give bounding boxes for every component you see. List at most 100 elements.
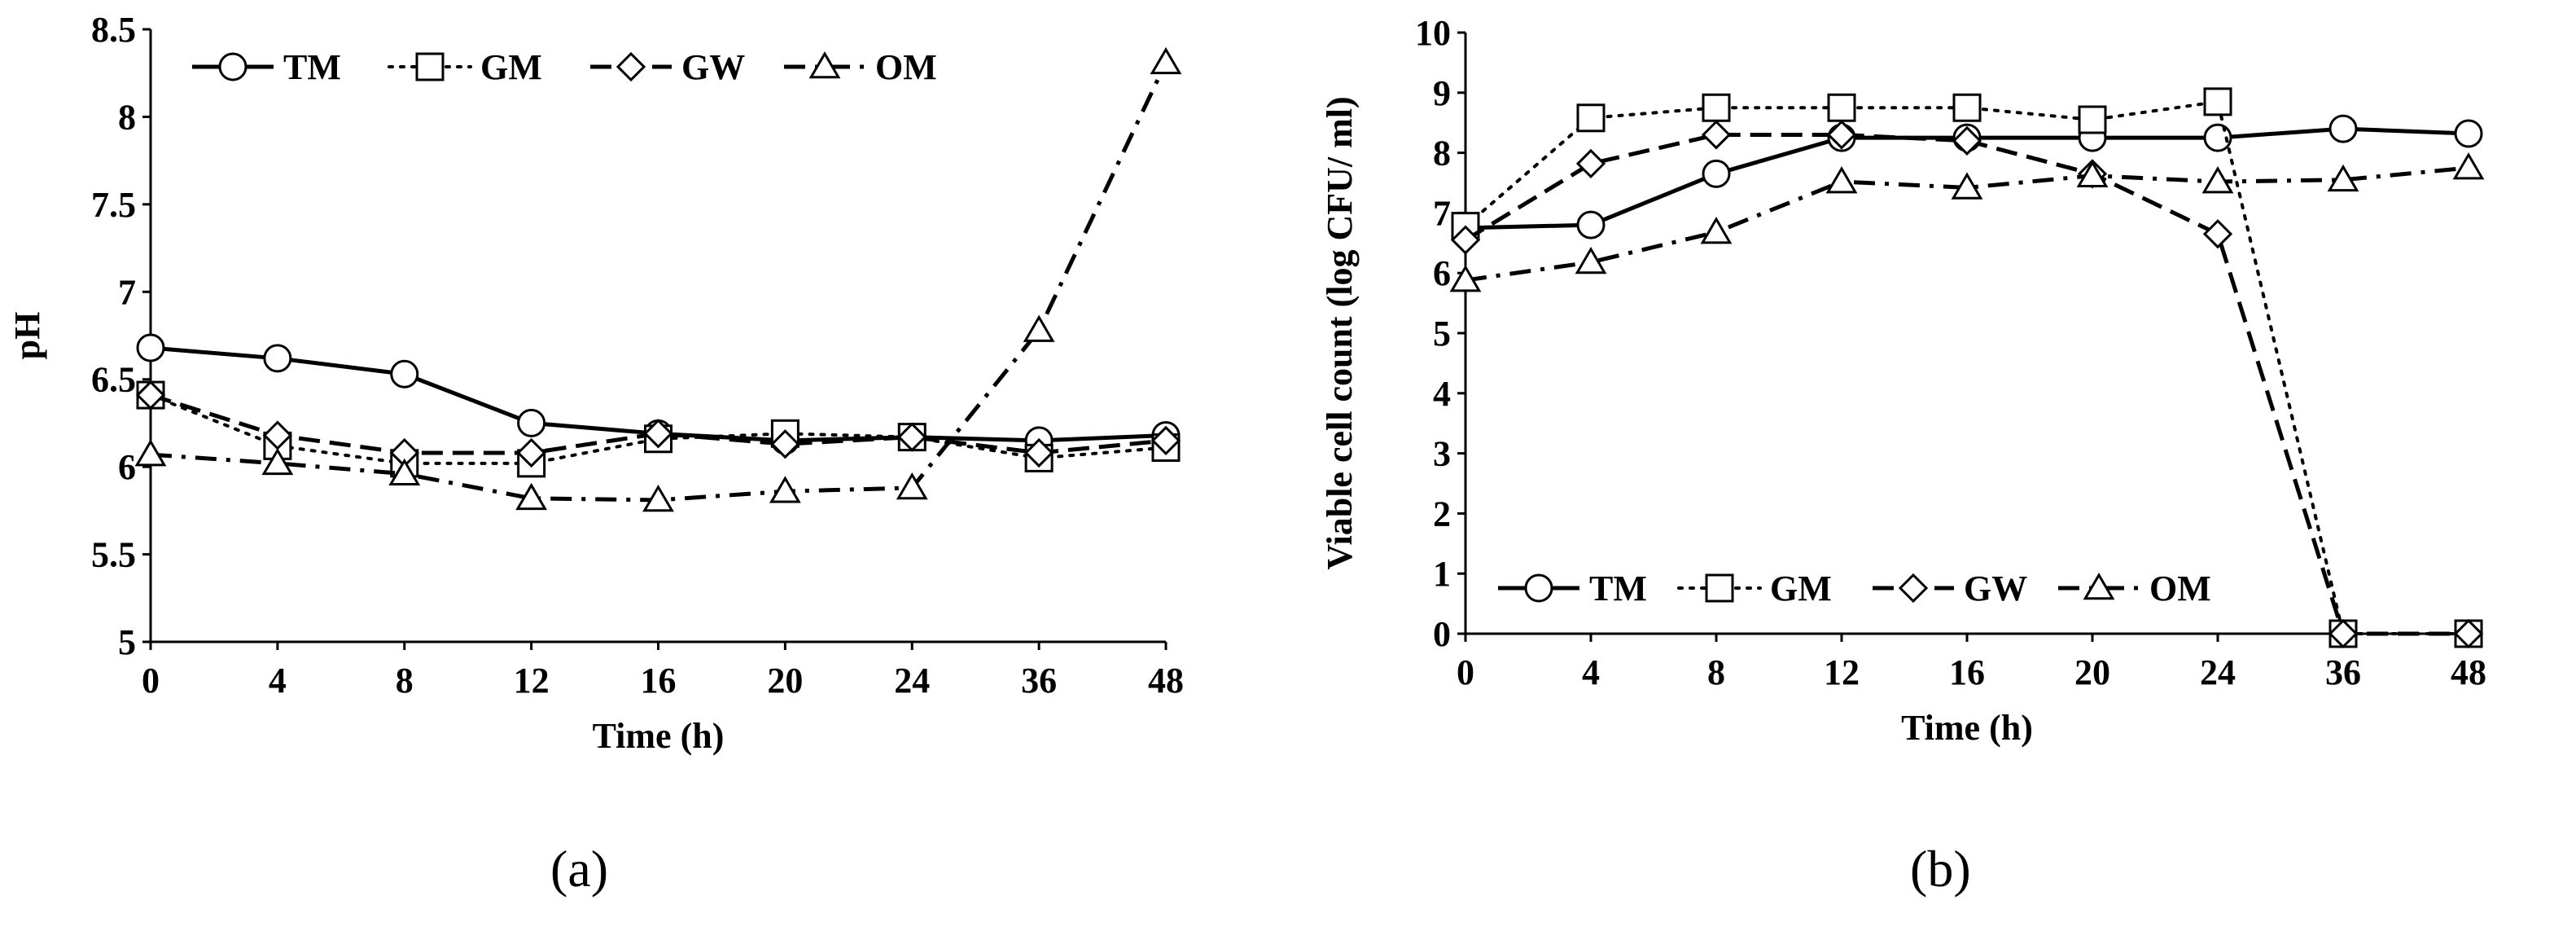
ph-legend-label-gw: GW bbox=[681, 47, 745, 87]
ph-data-point-om bbox=[896, 472, 928, 500]
ph-data-point-om bbox=[515, 482, 548, 511]
count-legend-marker-om bbox=[2083, 573, 2115, 600]
ph-legend-label-gm: GM bbox=[480, 47, 542, 87]
ph-y-tick-label: 5.5 bbox=[91, 535, 136, 575]
ph-y-tick-label: 8.5 bbox=[91, 10, 136, 50]
count-data-point-gw bbox=[2202, 219, 2233, 249]
count-y-tick-label: 0 bbox=[1433, 614, 1451, 654]
ph-data-point-om bbox=[134, 439, 167, 467]
ph-x-tick-label: 12 bbox=[514, 661, 550, 700]
count-series-line-gm bbox=[1464, 99, 2470, 635]
count-data-point-gm bbox=[2078, 105, 2107, 134]
count-data-point-om bbox=[1449, 265, 1482, 292]
count-x-tick-label: 12 bbox=[1824, 652, 1860, 692]
ph-legend-marker-gm bbox=[415, 52, 445, 81]
count-x-tick-label: 36 bbox=[2325, 652, 2361, 692]
count-data-point-om bbox=[2201, 166, 2234, 194]
count-data-point-om bbox=[2452, 152, 2485, 180]
count-data-point-gw bbox=[1826, 120, 1857, 150]
ph-data-point-tm bbox=[517, 408, 546, 437]
count-data-point-gm bbox=[1702, 93, 1731, 122]
ph-data-point-gw bbox=[516, 437, 546, 468]
count-legend-marker-gw bbox=[1898, 573, 1929, 604]
count-legend-marker-gm bbox=[1705, 573, 1734, 603]
count-series-line-gw bbox=[1464, 132, 2469, 636]
ph-data-point-gw bbox=[1024, 437, 1054, 468]
count-series-om bbox=[1449, 152, 2485, 292]
count-y-tick-label: 8 bbox=[1433, 134, 1451, 173]
count-x-tick-label: 16 bbox=[1949, 652, 1985, 692]
count-data-point-gm bbox=[1576, 103, 1606, 133]
count-data-point-tm bbox=[1702, 159, 1731, 188]
count-y-tick-label: 1 bbox=[1433, 554, 1451, 594]
count-y-axis-title: Viable cell count (log CFU/ ml) bbox=[1320, 96, 1360, 569]
ph-x-tick-label: 16 bbox=[641, 661, 677, 700]
count-legend: TM GM GW OM bbox=[1498, 569, 2211, 608]
count-data-point-om bbox=[1700, 217, 1733, 244]
count-data-point-gm bbox=[2203, 87, 2232, 116]
count-data-point-om bbox=[1951, 172, 1983, 200]
count-data-point-om bbox=[2076, 160, 2109, 187]
count-x-tick-label: 4 bbox=[1582, 652, 1600, 692]
ph-legend-marker-gw bbox=[616, 51, 646, 82]
ph-x-tick-label: 4 bbox=[269, 661, 287, 700]
count-y-tick-label: 7 bbox=[1433, 193, 1451, 233]
count-legend-label-om: OM bbox=[2149, 569, 2211, 608]
ph-data-point-gw bbox=[135, 380, 166, 411]
count-data-point-gw bbox=[2328, 618, 2359, 649]
ph-series-line-gw bbox=[150, 393, 1167, 455]
count-data-point-gw bbox=[1575, 148, 1606, 179]
count-data-point-gw bbox=[1701, 120, 1732, 150]
count-data-point-tm bbox=[1576, 210, 1606, 239]
count-x-tick-label: 48 bbox=[2451, 652, 2486, 692]
count-legend-label-gw: GW bbox=[1964, 569, 2027, 608]
ph-data-point-gw bbox=[643, 419, 673, 449]
count-data-point-gm bbox=[1827, 93, 1856, 122]
ph-x-tick-label: 0 bbox=[142, 661, 160, 700]
ph-y-tick-label: 7 bbox=[118, 272, 136, 312]
count-data-point-tm bbox=[2454, 119, 2483, 148]
ph-data-point-om bbox=[769, 476, 801, 503]
ph-data-point-tm bbox=[390, 359, 419, 389]
count-data-point-gw bbox=[1952, 125, 1982, 156]
count-legend-marker-tm bbox=[1524, 573, 1553, 603]
ph-series-gw bbox=[135, 380, 1181, 468]
ph-data-point-om bbox=[642, 484, 674, 512]
count-y-tick-label: 5 bbox=[1433, 314, 1451, 354]
ph-data-point-om bbox=[261, 447, 294, 476]
ph-data-point-gw bbox=[1150, 425, 1181, 456]
count-y-tick-label: 4 bbox=[1433, 374, 1451, 414]
ph-x-tick-label: 36 bbox=[1021, 661, 1057, 700]
ph-y-tick-label: 7.5 bbox=[91, 185, 136, 225]
count-series-gw bbox=[1450, 120, 2484, 649]
ph-x-axis-title: Time (h) bbox=[593, 716, 725, 756]
ph-data-point-om bbox=[388, 458, 421, 486]
count-x-tick-label: 0 bbox=[1457, 652, 1474, 692]
ph-legend-marker-om bbox=[808, 51, 841, 79]
ph-x-tick-label: 20 bbox=[767, 661, 803, 700]
count-data-point-tm bbox=[2328, 114, 2358, 143]
count-data-point-gw bbox=[2453, 618, 2484, 649]
count-data-point-om bbox=[1825, 166, 1858, 194]
count-y-tick-label: 9 bbox=[1433, 73, 1451, 113]
count-y-tick-label: 6 bbox=[1433, 253, 1451, 293]
ph-legend-marker-tm bbox=[218, 52, 248, 81]
ph-data-point-gw bbox=[897, 422, 927, 452]
count-y-tick-label: 3 bbox=[1433, 434, 1451, 474]
ph-data-point-tm bbox=[136, 333, 165, 362]
panel-label-b: (b) bbox=[1910, 840, 1971, 898]
count-x-tick-label: 8 bbox=[1707, 652, 1725, 692]
count-data-point-gm bbox=[1952, 93, 1982, 122]
ph-data-point-tm bbox=[263, 344, 292, 373]
count-legend-label-gm: GM bbox=[1770, 569, 1832, 608]
ph-y-tick-label: 8 bbox=[118, 97, 136, 137]
count-series-line-om bbox=[1465, 165, 2469, 283]
count-legend-label-tm: TM bbox=[1589, 569, 1647, 608]
ph-legend-label-om: OM bbox=[875, 47, 937, 87]
panel-label-a: (a) bbox=[550, 840, 609, 898]
count-y-tick-label: 10 bbox=[1415, 13, 1451, 53]
count-x-tick-label: 20 bbox=[2074, 652, 2110, 692]
